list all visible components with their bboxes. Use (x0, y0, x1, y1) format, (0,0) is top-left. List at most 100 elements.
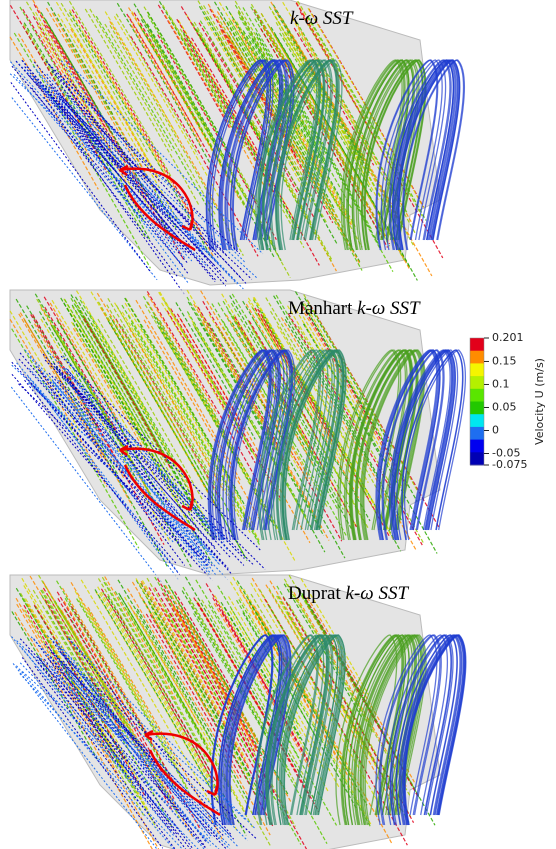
streamline (60, 2, 149, 154)
streamline (117, 579, 217, 750)
streamline (33, 604, 146, 796)
streamline (180, 6, 264, 149)
arrow-head (144, 729, 219, 797)
streamline (197, 306, 280, 447)
vortex-line (393, 59, 456, 251)
wall-streak (58, 97, 244, 290)
streamline (116, 2, 211, 164)
vortex-line (283, 634, 346, 826)
streamline (38, 574, 127, 727)
vortex-line (281, 349, 344, 541)
wall-streak (45, 61, 241, 255)
streamline (283, 578, 411, 797)
streamline (131, 581, 211, 716)
wall-streak (11, 373, 177, 564)
wall-streak (52, 382, 219, 564)
streamline (148, 587, 265, 786)
streamline (70, 297, 168, 465)
streamline (284, 318, 403, 521)
vortex-line (266, 634, 329, 826)
wall-streak (41, 379, 228, 581)
vortex-line (262, 634, 325, 826)
vortex-line (404, 634, 467, 826)
streamline (287, 313, 423, 546)
streamline (21, 577, 141, 783)
color-band (470, 414, 484, 428)
vortex-line (342, 59, 405, 251)
streamline (95, 15, 223, 233)
streamline (205, 583, 285, 719)
wall-streak (12, 663, 158, 849)
streamline (17, 33, 94, 163)
vortex-line (390, 349, 453, 541)
vortex-line (343, 634, 406, 826)
streamline (128, 16, 201, 140)
color-band (470, 401, 484, 415)
streamline (248, 320, 319, 440)
wall-streak (57, 645, 211, 839)
vortex-line (270, 59, 333, 251)
vortex-line (282, 634, 345, 826)
wall-streak (45, 85, 217, 281)
streamline (176, 18, 320, 266)
title-model: k-ω SST (346, 583, 410, 604)
streamline (159, 602, 227, 719)
streamline (186, 311, 307, 517)
wall-streak (21, 647, 174, 836)
streamline (203, 16, 313, 204)
streamline (199, 20, 306, 203)
streamline (252, 317, 337, 463)
streamline (124, 596, 218, 757)
vortex-line (346, 59, 409, 251)
color-band (470, 338, 484, 352)
wall-streak (19, 638, 190, 822)
wall-streak (58, 97, 253, 280)
vortex-line (211, 349, 274, 541)
wall-streak (68, 638, 232, 836)
streamline (63, 298, 141, 431)
vortex-line (382, 349, 445, 541)
streamline (192, 323, 310, 525)
wall-streak (55, 367, 245, 566)
streamline (83, 316, 163, 452)
streamline (229, 610, 303, 737)
streamline (291, 34, 433, 277)
panel-title: Manhart k-ω SST (288, 298, 421, 319)
streamline (212, 597, 311, 766)
streamline (260, 28, 389, 248)
streamline (135, 299, 241, 481)
streamline (45, 7, 147, 181)
vortex-line (395, 634, 458, 826)
streamline (40, 594, 109, 711)
wall-streak (54, 376, 209, 569)
streamline (15, 298, 119, 475)
streamline (176, 313, 245, 430)
streamline (38, 311, 138, 481)
flow-panel: k-ω SST (9, 0, 466, 296)
streamline (208, 314, 301, 472)
vortex-line (398, 59, 461, 251)
wall-streak (21, 657, 164, 849)
wall-streak (59, 651, 257, 840)
vortex-line (257, 349, 320, 541)
colorbar: 0.201 0.15 0.1 0.05 0 -0.05-0.075 Velocity U (… (469, 331, 546, 471)
streamline (104, 576, 177, 700)
vortex-line (375, 349, 438, 541)
vortex-line (361, 634, 424, 826)
vortex-line (402, 59, 465, 251)
streamline (128, 328, 224, 491)
streamline (147, 601, 250, 777)
wall-streak (19, 352, 180, 541)
streamline (232, 37, 344, 228)
title-model: k-ω SST (290, 8, 354, 29)
streamline (63, 600, 131, 716)
streamline (152, 611, 257, 791)
streamline (154, 576, 237, 718)
vortex-line (218, 634, 281, 826)
wall-streak (68, 381, 217, 576)
tick-label: 0.15 (492, 354, 517, 367)
streamline (60, 297, 149, 449)
vortex-line (266, 349, 329, 541)
wall-streak (64, 74, 228, 256)
streamline (136, 608, 249, 800)
